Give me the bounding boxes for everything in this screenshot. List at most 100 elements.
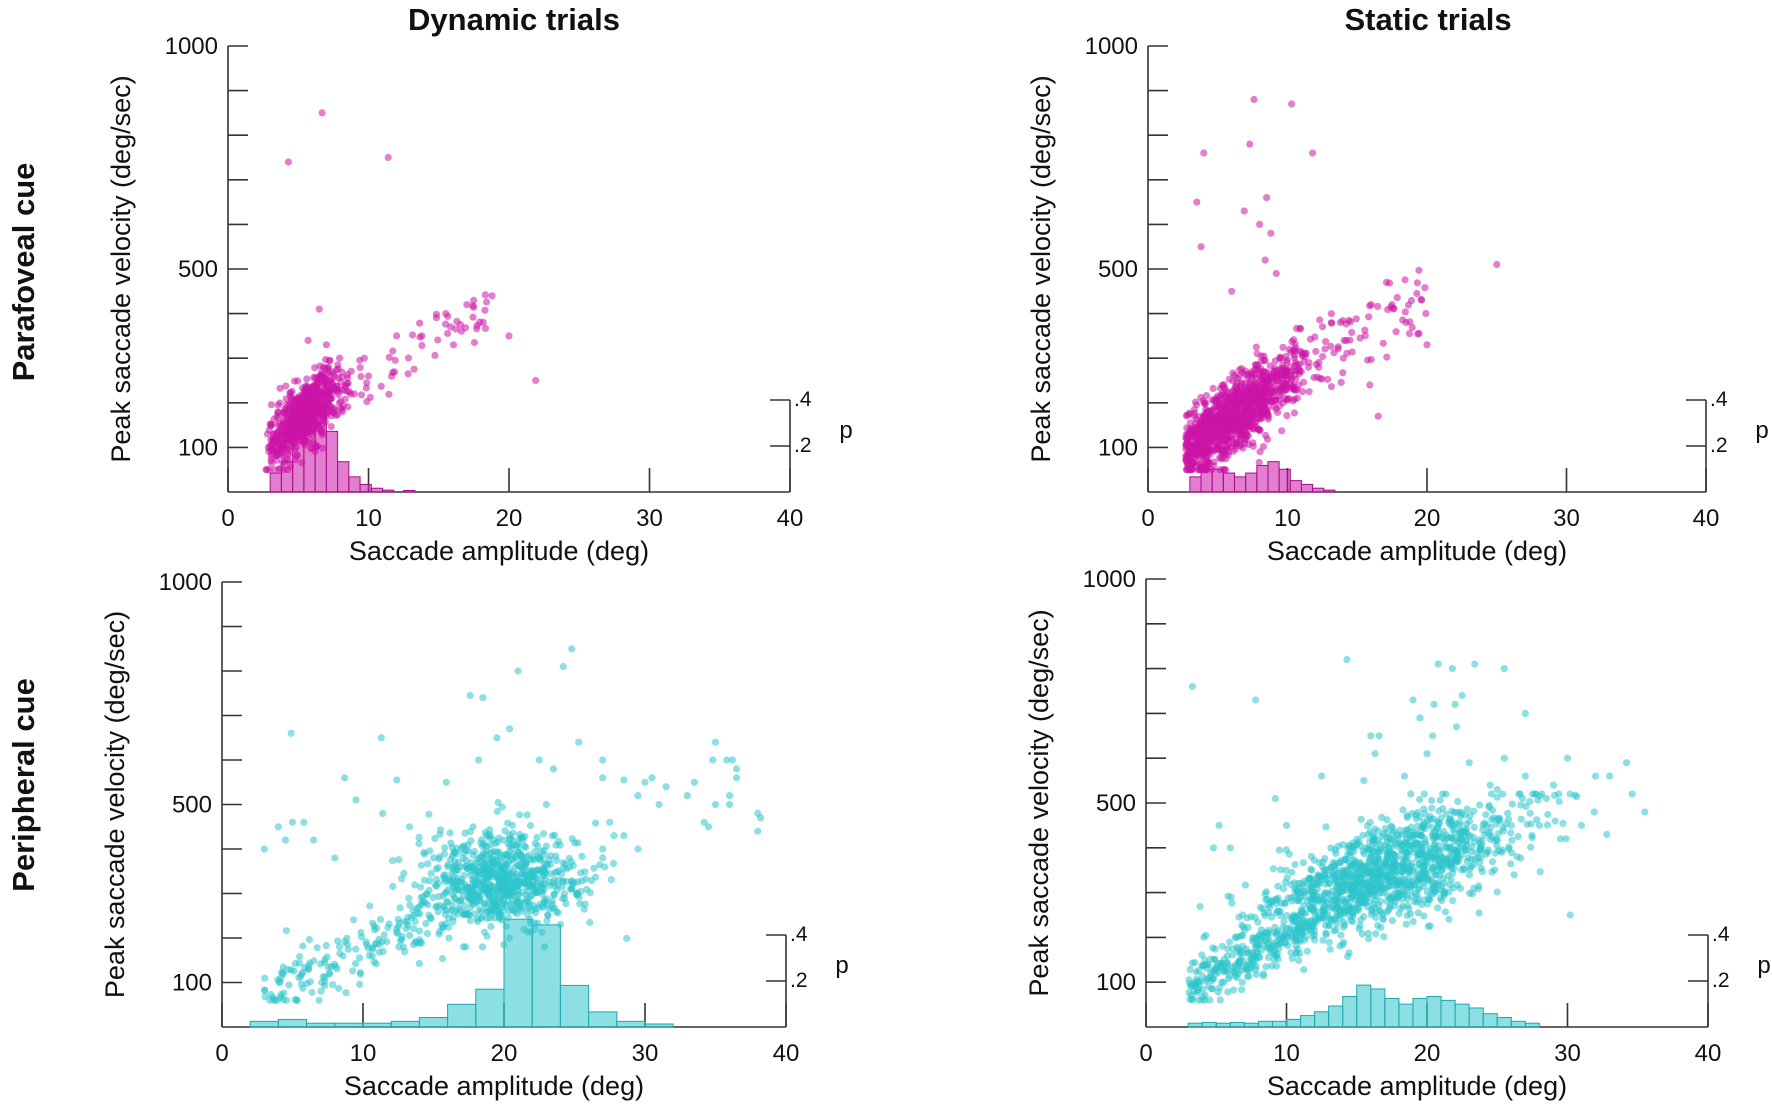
scatter-point (1302, 909, 1310, 917)
scatter-point (1428, 796, 1436, 805)
scatter-point (1309, 149, 1317, 157)
scatter-point (287, 729, 295, 737)
scatter-point (356, 968, 364, 977)
scatter-point (317, 427, 325, 435)
scatter-point (1423, 858, 1431, 867)
scatter-point (269, 993, 277, 1001)
scatter-point (341, 774, 349, 782)
scatter-point (495, 848, 503, 856)
scatter-point (1334, 343, 1342, 351)
histogram-bar (1267, 461, 1280, 493)
histogram-bar (403, 489, 416, 493)
histogram-bar (1233, 476, 1247, 493)
scatter-point (1186, 979, 1194, 988)
scatter-point (1399, 806, 1407, 814)
histogram-bar (1229, 1021, 1245, 1028)
scatter-point (523, 811, 531, 819)
scatter-point (1264, 376, 1272, 384)
scatter-point (305, 936, 313, 944)
histogram-bar (1289, 480, 1302, 493)
y-tick-label: 1000 (1085, 33, 1138, 60)
scatter-point (1478, 868, 1487, 876)
scatter-point (1264, 953, 1272, 962)
scatter-point (1252, 962, 1260, 970)
scatter-point (470, 895, 478, 903)
scatter-point (1407, 790, 1415, 798)
scatter-point (508, 855, 517, 864)
scatter-point (267, 401, 275, 409)
scatter-point (1223, 952, 1232, 960)
scatter-point (461, 324, 469, 332)
scatter-point (480, 859, 488, 867)
scatter-point (1287, 949, 1295, 957)
scatter-point (1344, 952, 1352, 961)
scatter-points (260, 645, 765, 1004)
scatter-point (1544, 810, 1552, 819)
scatter-point (276, 445, 284, 453)
scatter-point (445, 923, 453, 931)
scatter-point (623, 934, 631, 943)
scatter-point (1423, 750, 1431, 758)
scatter-point (568, 645, 576, 653)
scatter-point (1538, 790, 1546, 798)
scatter-point (300, 818, 308, 826)
scatter-point (1603, 830, 1611, 839)
scatter-point (1280, 917, 1288, 926)
scatter-point (364, 372, 373, 380)
scatter-point (276, 384, 284, 392)
x-tick-label: 0 (221, 505, 234, 532)
p-axis-label: p (1757, 952, 1770, 979)
scatter-point (1293, 896, 1301, 905)
scatter-point (436, 830, 444, 838)
scatter-point (1384, 852, 1392, 860)
col-title-static: Static trials (1344, 2, 1511, 37)
scatter-point (314, 409, 322, 417)
scatter-point (352, 796, 360, 804)
scatter-point (307, 411, 315, 419)
scatter-point (1327, 310, 1335, 318)
scatter-point (1357, 815, 1365, 823)
scatter-point (1507, 821, 1515, 830)
scatter-point (298, 459, 306, 467)
histogram-bar (1189, 476, 1202, 493)
scatter-point (420, 848, 428, 857)
scatter-point (1199, 440, 1207, 448)
scatter-point (1413, 839, 1421, 847)
scatter-point (655, 800, 663, 809)
scatter-point (1246, 140, 1254, 148)
scatter-point (321, 973, 329, 981)
scatter-point (1291, 395, 1299, 403)
scatter-point (439, 924, 447, 932)
x-axis-title: Saccade amplitude (deg) (1267, 536, 1567, 566)
scatter-point (318, 109, 326, 117)
scatter-point (549, 765, 558, 773)
scatter-point (529, 872, 537, 881)
scatter-point (1229, 986, 1238, 994)
scatter-point (505, 934, 513, 942)
scatter-point (690, 778, 699, 786)
scatter-point (1487, 790, 1496, 798)
scatter-point (1543, 821, 1552, 829)
scatter-point (1182, 455, 1190, 463)
y-tick-label: 1000 (159, 569, 212, 596)
scatter-point (364, 944, 372, 952)
scatter-point (432, 881, 440, 889)
scatter-point (363, 398, 371, 406)
scatter-point (1366, 857, 1374, 865)
x-tick-label: 30 (1554, 1040, 1581, 1067)
scatter-point (1285, 850, 1293, 858)
scatter-point (324, 364, 332, 372)
scatter-point (1500, 665, 1508, 673)
scatter-point (1326, 945, 1334, 953)
scatter-point (352, 945, 360, 953)
scatter-point (1405, 330, 1414, 338)
scatter-point (662, 783, 670, 791)
scatter-point (1229, 967, 1237, 975)
scatter-point (393, 776, 401, 784)
scatter-point (1274, 882, 1282, 890)
scatter-point (389, 882, 397, 891)
scatter-point (517, 851, 525, 859)
scatter-point (1343, 656, 1351, 664)
scatter-point (1359, 899, 1367, 907)
